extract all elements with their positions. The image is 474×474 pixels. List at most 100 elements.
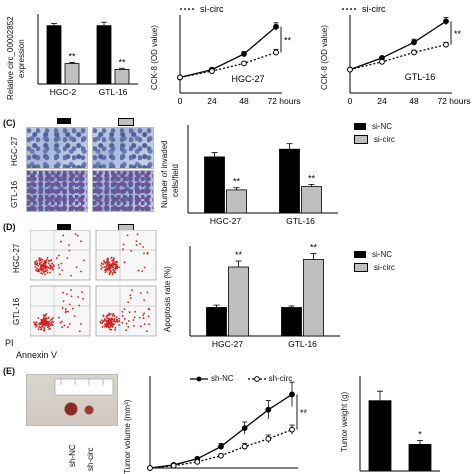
flow-event — [35, 259, 38, 262]
data-point — [218, 443, 224, 450]
legend-d: si-NC si-circ — [354, 250, 395, 272]
flow-event — [35, 267, 38, 270]
flow-event — [116, 266, 118, 269]
flow-plot-frame — [30, 230, 91, 281]
flow-event — [122, 243, 125, 246]
flow-event — [105, 265, 108, 268]
flow-event — [143, 299, 146, 302]
flow-event — [106, 267, 109, 270]
flow-event — [35, 262, 38, 265]
flow-event — [81, 291, 83, 293]
flow-event — [45, 258, 48, 261]
photo-label-sh-circ: sh-circ — [86, 447, 95, 471]
bar — [408, 444, 432, 472]
flow-event — [71, 307, 74, 310]
series-line — [179, 51, 277, 79]
data-point — [241, 60, 247, 67]
x-tick-label: 24 — [377, 96, 387, 106]
panel-a-ylabel-1: Relative circ_00002852 — [6, 16, 15, 100]
flow-event — [46, 321, 48, 324]
x-tick-label: GTL-16 — [288, 339, 317, 349]
flow-event — [33, 321, 36, 324]
flow-event — [106, 314, 109, 317]
flow-event — [118, 320, 121, 322]
flow-event — [112, 258, 115, 261]
flow-event — [114, 267, 117, 270]
invasion-image-hgc27-nc — [26, 127, 88, 169]
flow-event — [107, 258, 109, 261]
flow-event — [115, 263, 118, 266]
flow-event — [147, 308, 150, 310]
flow-event — [147, 315, 150, 318]
flow-event — [45, 265, 48, 268]
tumor-photo-ruler — [54, 378, 114, 416]
flow-event — [134, 310, 137, 313]
flow-event — [45, 313, 48, 315]
flow-event — [103, 323, 106, 326]
x-tick-label: 72 hours — [267, 96, 300, 106]
invasion-image-gtl16-circ — [92, 170, 154, 212]
flow-event — [64, 311, 67, 314]
x-tick-label: HGC-27 — [210, 216, 241, 226]
flow-event — [128, 311, 131, 314]
flow-event — [116, 265, 119, 268]
flow-event — [51, 262, 53, 265]
tumor-image-nc — [64, 402, 78, 416]
flow-event — [43, 327, 46, 330]
legend-b2-label: si-circ — [362, 4, 386, 14]
flow-event — [73, 315, 76, 318]
bar — [46, 25, 62, 85]
flow-event — [113, 257, 115, 259]
flow-event — [37, 264, 40, 267]
significance-label: * — [418, 430, 422, 440]
data-point — [273, 23, 279, 30]
flow-event — [104, 269, 106, 272]
data-point — [289, 426, 295, 433]
panel-b2-ylabel: CCK-8 (OD value) — [320, 25, 329, 90]
significance-label: ** — [233, 177, 241, 187]
significance-label: ** — [454, 29, 462, 39]
flow-event — [110, 325, 112, 328]
flow-event — [40, 268, 43, 270]
flow-event — [143, 312, 146, 315]
flow-event — [44, 321, 47, 323]
flow-event — [139, 325, 142, 328]
flow-event — [51, 267, 54, 270]
flow-event — [57, 254, 60, 257]
flow-event — [62, 291, 65, 294]
flow-event — [43, 260, 46, 262]
panel-a-ylabel-2: expression — [17, 39, 26, 78]
flow-event — [103, 266, 106, 269]
data-point — [273, 49, 279, 56]
flow-event — [48, 323, 51, 325]
flow-event — [65, 293, 68, 296]
flow-event — [123, 308, 126, 311]
data-point — [241, 425, 248, 432]
flow-event — [34, 323, 37, 326]
flow-event — [70, 289, 73, 291]
flow-event — [123, 318, 126, 320]
data-point — [170, 462, 177, 469]
flow-event — [125, 329, 127, 332]
flow-event — [41, 323, 44, 326]
flow-event — [112, 271, 114, 274]
flow-event — [104, 262, 107, 265]
flow-event — [39, 326, 42, 329]
flow-event — [52, 317, 54, 320]
flow-event — [108, 272, 111, 274]
tumor-image-circ — [84, 405, 94, 415]
flow-event — [42, 270, 45, 273]
panel-d-row-label-1: HGC-27 — [12, 243, 21, 273]
group-color-key-black-d — [57, 224, 71, 230]
flow-event — [41, 263, 44, 266]
flow-event — [79, 322, 82, 325]
flow-event — [106, 326, 108, 328]
flow-event — [50, 321, 52, 324]
legend-d-label-nc: si-NC — [372, 250, 392, 259]
flow-event — [40, 261, 43, 263]
flow-axis-pi: PI — [5, 338, 14, 348]
flow-event — [115, 316, 118, 319]
flow-event — [106, 263, 109, 266]
flow-event — [40, 328, 43, 330]
flow-event — [111, 314, 114, 317]
